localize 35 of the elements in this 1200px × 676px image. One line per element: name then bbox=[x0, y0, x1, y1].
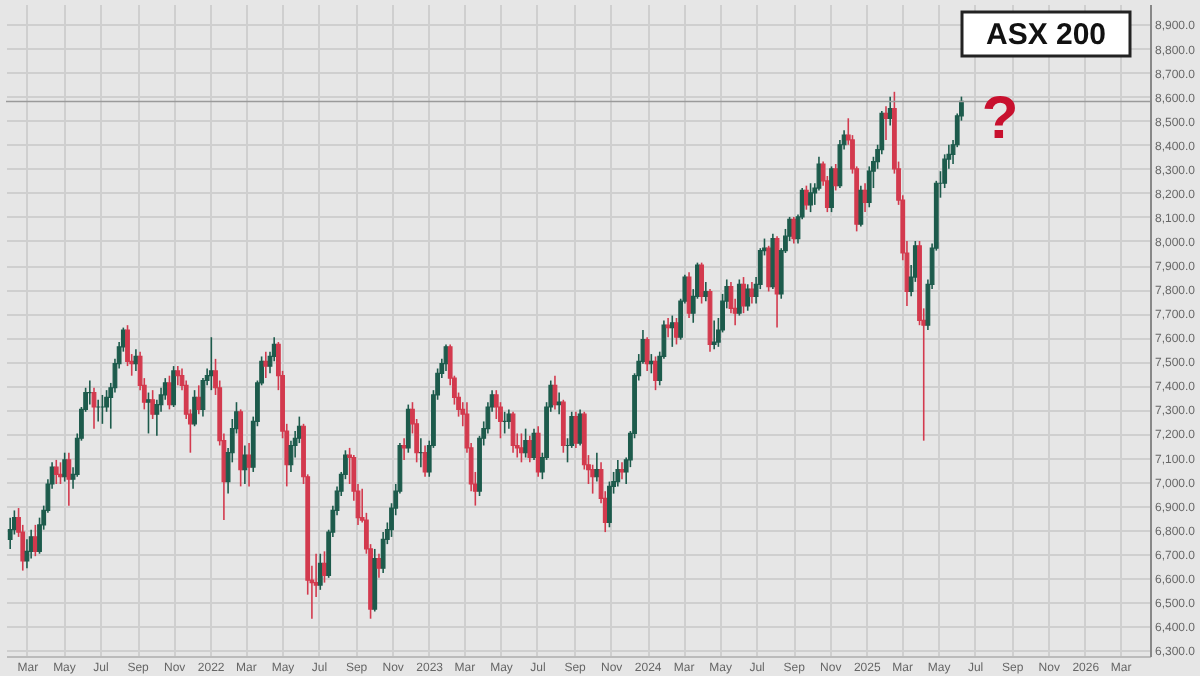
annotation: ? bbox=[981, 86, 1019, 152]
candlestick bbox=[506, 408, 512, 430]
candlestick bbox=[711, 319, 717, 351]
candlestick bbox=[644, 336, 650, 372]
candlestick bbox=[401, 437, 407, 461]
candlestick bbox=[175, 365, 181, 387]
candlestick bbox=[171, 365, 177, 408]
candlestick bbox=[560, 398, 566, 454]
candlestick bbox=[53, 459, 59, 485]
candlestick bbox=[150, 389, 156, 420]
candlestick bbox=[7, 516, 13, 550]
candlestick bbox=[196, 384, 202, 416]
candlestick bbox=[405, 403, 411, 454]
annotation: ASX 200 bbox=[985, 18, 1107, 52]
candlestick bbox=[573, 411, 579, 449]
candlestick bbox=[749, 281, 755, 305]
candlestick bbox=[192, 389, 197, 428]
candlestick bbox=[607, 480, 612, 529]
candlestick bbox=[133, 348, 139, 372]
candlestick bbox=[594, 451, 600, 483]
candlestick bbox=[527, 435, 533, 464]
candlestick bbox=[619, 461, 625, 480]
candlestick bbox=[263, 350, 269, 379]
candlestick bbox=[66, 451, 72, 507]
candlestick bbox=[242, 444, 248, 485]
candlestick bbox=[866, 165, 872, 209]
candlestick bbox=[699, 261, 705, 305]
candlestick bbox=[703, 281, 709, 302]
candlestick bbox=[615, 459, 621, 488]
candlestick bbox=[146, 391, 151, 435]
candlestick bbox=[745, 283, 751, 312]
candlestick bbox=[829, 165, 834, 213]
candlestick bbox=[808, 182, 813, 213]
candlestick bbox=[317, 552, 323, 591]
candlestick bbox=[791, 216, 797, 245]
